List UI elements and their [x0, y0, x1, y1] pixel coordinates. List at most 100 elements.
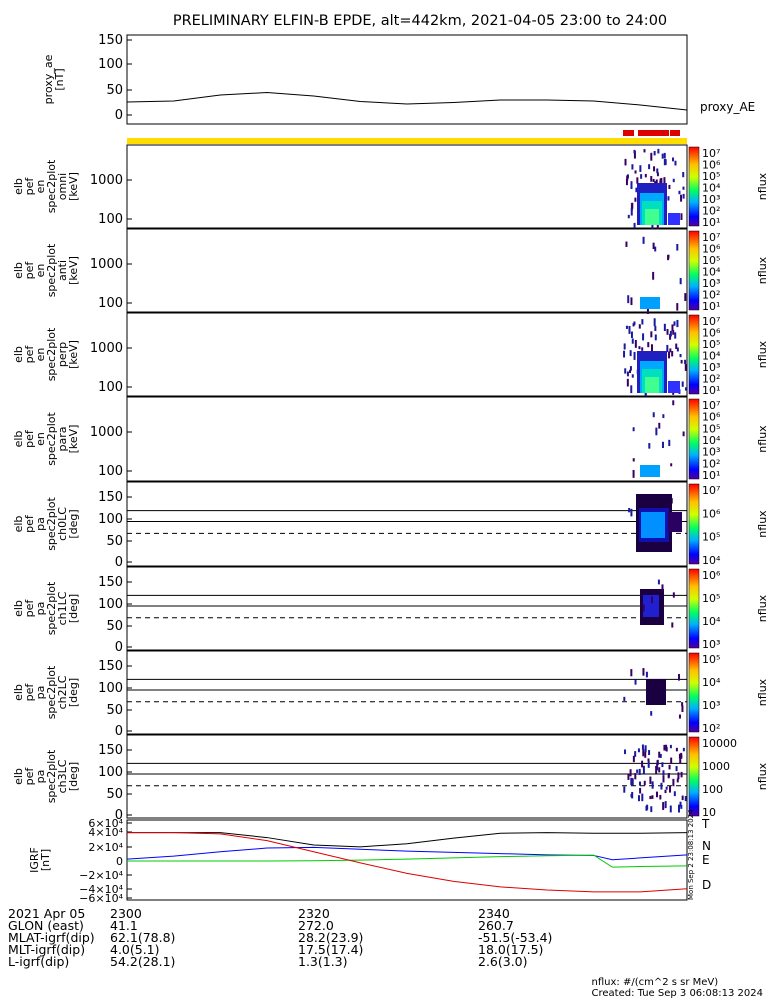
spectrogram-cell — [630, 331, 633, 338]
spectrogram-cell — [637, 748, 640, 753]
colorbar — [688, 736, 700, 817]
panel-frame — [126, 650, 688, 735]
colorbar-tick-label: 10¹ — [702, 216, 720, 229]
spectrogram-cell — [671, 622, 674, 628]
spectrogram-cell — [669, 333, 672, 340]
spectrogram-cell — [628, 325, 631, 334]
spectrogram-cell — [656, 168, 659, 174]
spectrogram-cell — [634, 751, 637, 757]
spectrogram-cell — [633, 222, 636, 229]
spectrogram-cell — [653, 166, 656, 172]
colorbar — [688, 146, 700, 227]
spectrogram-cell — [664, 801, 667, 809]
spectrogram-cell — [647, 758, 650, 762]
spectrogram-cell — [681, 702, 684, 707]
spectrogram-cell — [630, 208, 633, 216]
spectrogram-cell — [651, 221, 654, 229]
spectrogram-cell — [631, 164, 634, 170]
panel-ylabel: elbpefpaspec2plotch2LC[deg] — [12, 665, 80, 719]
spectrogram-cell — [655, 179, 658, 184]
ytick-label: 100 — [98, 380, 123, 395]
ytick-label: 150 — [98, 575, 123, 590]
ytick-label: 0 — [115, 108, 123, 123]
spectrogram-cell — [630, 669, 633, 677]
panel-ylabel: elbpefpaspec2plotch0LC[deg] — [12, 497, 80, 551]
spectrogram-cell — [623, 350, 626, 358]
colorbar-tick-label: 10³ — [702, 446, 720, 459]
spectrogram-cell — [679, 756, 682, 764]
spectrogram-cell — [652, 242, 655, 250]
panel-frame — [126, 481, 688, 567]
ytick-label: 100 — [98, 765, 123, 780]
colorbar-title: nflux — [756, 425, 769, 453]
spectrogram-cell — [636, 177, 639, 184]
footer-cell: 17.5(17.4) — [298, 942, 364, 957]
spectrogram-cell — [656, 172, 659, 177]
igrf-legend-T: T — [701, 817, 710, 831]
footer-cell: 18.0(17.5) — [478, 942, 544, 957]
spectrogram-cell — [676, 347, 679, 352]
ytick-label: 150 — [98, 490, 123, 505]
spectrogram-cell — [639, 165, 642, 172]
ytick-label: 0 — [115, 724, 123, 739]
spectrogram-cell — [678, 714, 681, 719]
spectrogram-cell — [680, 754, 683, 759]
spectrogram-cell — [659, 180, 662, 185]
spectrogram-cell — [643, 149, 646, 153]
spectrogram-cell — [679, 353, 682, 358]
spectrogram-cell — [641, 512, 665, 538]
colorbar-title: nflux — [756, 340, 769, 368]
ytick-label: 100 — [98, 212, 123, 227]
footer-row: GLON (east) 41.1 272.0 260.7 — [8, 918, 688, 933]
colorbar-title: nflux — [756, 762, 769, 790]
spectrogram-cell — [668, 439, 671, 447]
spectrogram-cell — [662, 770, 665, 776]
spectrogram-cell — [650, 596, 653, 604]
spectrogram-cell — [668, 381, 680, 393]
colorbar-title: nflux — [756, 594, 769, 622]
spectrogram-cell — [655, 791, 658, 798]
spectrogram-cell — [624, 158, 627, 166]
spectrogram-cell — [671, 351, 674, 357]
spectrogram-cell — [641, 319, 644, 325]
panel-ylabel: elbpefenspec2plotperp[keV] — [12, 327, 80, 381]
colorbar — [688, 398, 700, 480]
colorbar-tick-label: 10² — [702, 457, 720, 470]
panel-frame — [126, 34, 688, 125]
footer-cell: 1.3(1.3) — [298, 954, 348, 969]
spectrogram-cell — [641, 793, 644, 802]
spectrogram-cell — [669, 744, 672, 749]
colorbar-tick-label: 10⁶ — [702, 327, 721, 340]
footer-annotation-table: 2021 Apr 05 2300 2320 2340 GLON (east) 41.1 27… — [8, 907, 688, 969]
spectrogram-cell — [658, 767, 661, 773]
spectrogram-cell — [664, 789, 667, 794]
panel-ylabel: elbpefenspec2plotpara[keV] — [12, 412, 80, 466]
spectrogram-cell — [668, 512, 682, 532]
footer-cell: 2.6(3.0) — [478, 954, 528, 969]
ytick-label: 100 — [98, 57, 123, 72]
spectrogram-cell — [627, 295, 630, 304]
spectrogram-cell — [650, 331, 653, 338]
ytick-label: 4×10⁴ — [88, 826, 123, 839]
spectrogram-cell — [626, 378, 629, 387]
footer-cell: 41.1 — [110, 918, 138, 933]
colorbar-tick-label: 10⁷ — [702, 147, 720, 160]
colorbar-tick-label: 10⁵ — [702, 592, 720, 605]
spectrogram-cell — [680, 213, 683, 220]
colorbar-tick-label: 10² — [702, 205, 720, 218]
spectrogram-cell — [661, 153, 664, 159]
panel-frame — [126, 396, 688, 482]
spectrogram-cell — [642, 236, 645, 244]
igrf-line-N — [126, 846, 688, 861]
panel-ylabel: elbpefpaspec2plotch1LC[deg] — [12, 581, 80, 635]
coverage-bar — [127, 138, 687, 144]
panel-frame — [126, 566, 688, 651]
spectrogram-cell — [661, 584, 664, 592]
spectrogram-cell — [647, 342, 650, 348]
colorbar-tick-label: 10³ — [702, 193, 720, 206]
spectrogram-cell — [638, 781, 641, 786]
panel-ch1LC: elbpefpaspec2plotch1LC[deg] 150 100 50 0 10⁶ 1… — [12, 566, 769, 655]
science-zone-bar-1 — [638, 130, 669, 136]
